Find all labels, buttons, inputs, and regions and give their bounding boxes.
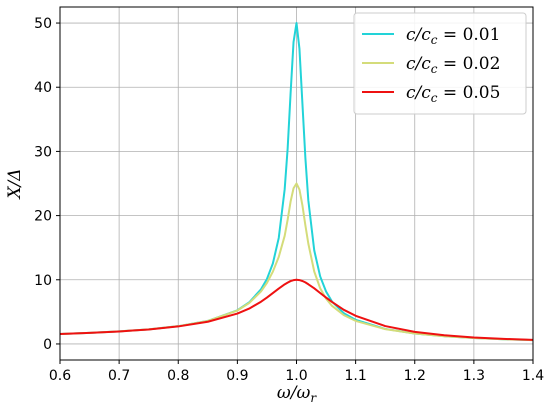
legend-label-suffix: = 0.05 [438, 83, 501, 103]
y-tick-label: 50 [34, 16, 52, 32]
y-tick-label: 30 [34, 144, 52, 160]
x-tick-label: 1.4 [522, 368, 544, 384]
x-axis: 0.6 0.7 0.8 0.9 1.0 1.1 1.2 1.3 1.4 [49, 360, 544, 384]
legend-label-prefix: c/c [406, 54, 431, 74]
legend-label-2: c/cc = 0.02 [406, 54, 500, 76]
legend-label-subscript: c [431, 91, 438, 105]
y-tick-label: 0 [43, 337, 52, 353]
y-tick-label: 10 [34, 273, 52, 289]
x-tick-label: 0.8 [167, 368, 189, 384]
x-tick-label: 1.2 [404, 368, 426, 384]
x-tick-label: 0.7 [108, 368, 130, 384]
x-tick-label: 1.0 [285, 368, 307, 384]
x-axis-label-main: ω/ω [277, 383, 311, 403]
x-tick-label: 0.9 [226, 368, 248, 384]
legend-label-suffix: = 0.01 [438, 25, 501, 45]
legend-label-prefix: c/c [406, 25, 431, 45]
legend-label-subscript: c [431, 33, 438, 47]
x-axis-label-subscript: r [310, 391, 317, 405]
legend-label-3: c/cc = 0.05 [406, 83, 500, 105]
y-axis-label: X/Δ [5, 168, 25, 200]
x-tick-label: 1.1 [344, 368, 366, 384]
series-line-2 [59, 182, 534, 342]
legend-box [353, 12, 527, 115]
x-axis-label: ω/ωr [277, 383, 317, 405]
y-axis: 0 10 20 30 40 50 [34, 16, 60, 353]
series-layer [59, 22, 534, 342]
legend-label-prefix: c/c [406, 83, 431, 103]
legend-label-subscript: c [431, 62, 438, 76]
x-tick-label: 0.6 [49, 368, 71, 384]
x-tick-label: 1.3 [463, 368, 485, 384]
legend-label-1: c/cc = 0.01 [406, 25, 500, 47]
y-tick-label: 40 [34, 80, 52, 96]
legend-label-suffix: = 0.02 [438, 54, 501, 74]
legend: c/cc = 0.01c/cc = 0.02c/cc = 0.05 [353, 12, 527, 115]
y-tick-label: 20 [34, 209, 52, 225]
series-line-3 [59, 278, 534, 341]
